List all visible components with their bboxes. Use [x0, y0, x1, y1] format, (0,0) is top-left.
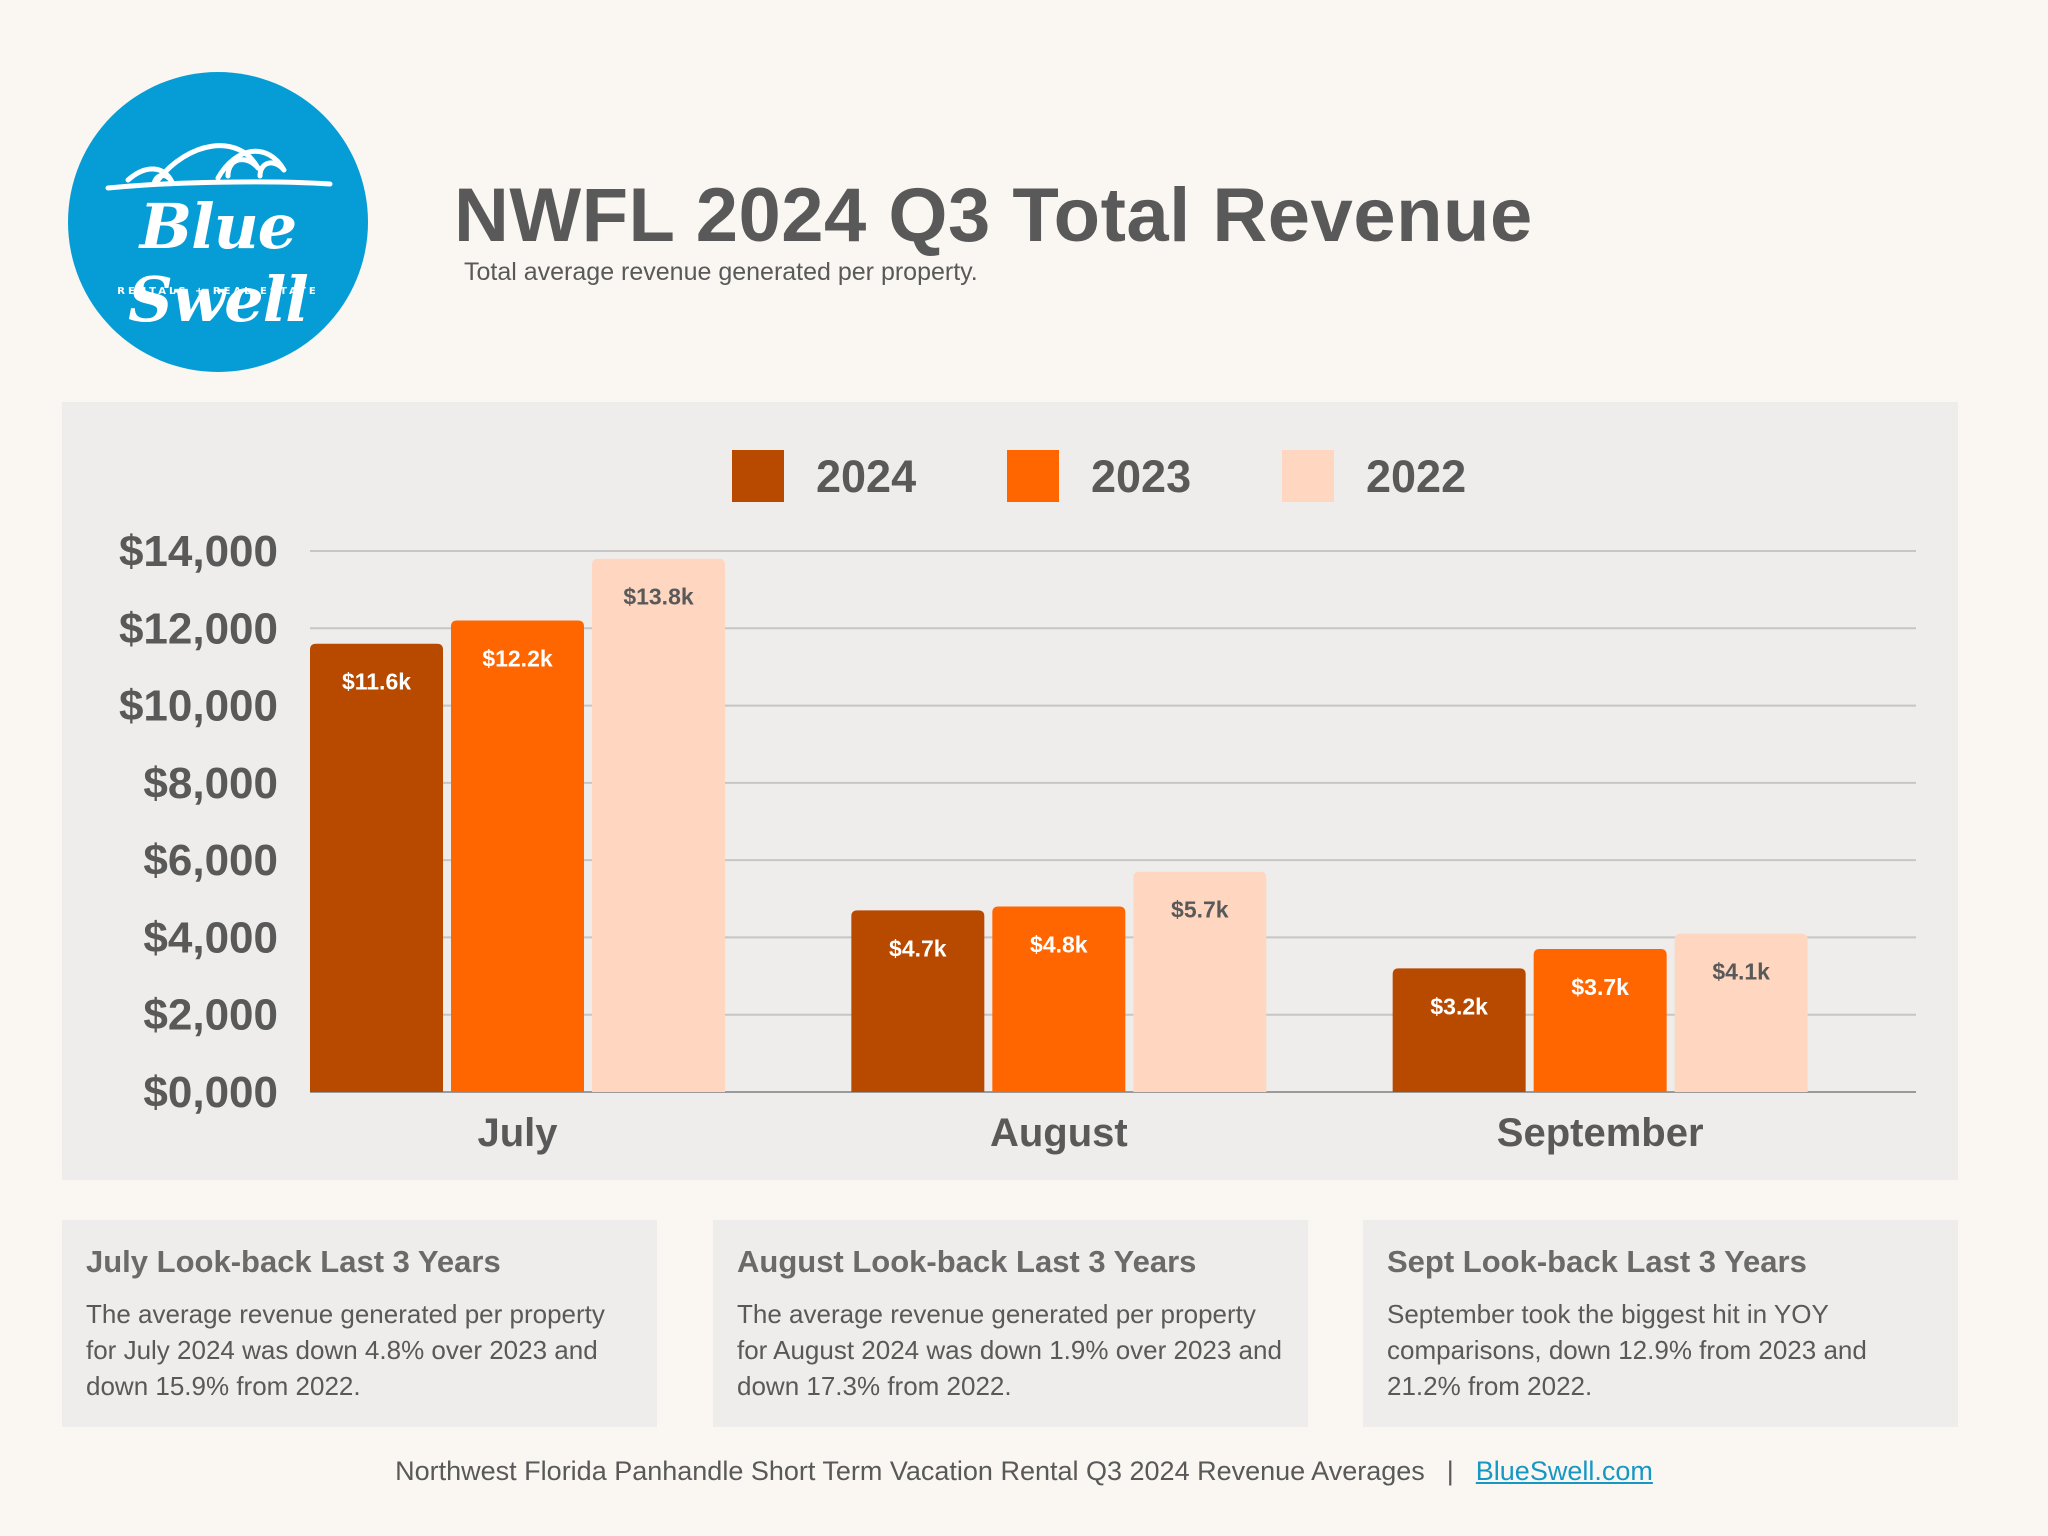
y-tick-label: $2,000: [143, 991, 278, 1040]
bar-august-2023: [992, 906, 1126, 1092]
data-label: $4.8k: [1030, 932, 1088, 958]
x-tick-label: August: [990, 1111, 1128, 1155]
card-july: July Look-back Last 3 Years The average …: [62, 1220, 657, 1427]
page-title: NWFL 2024 Q3 Total Revenue: [454, 173, 1533, 258]
brand-logo: Blue Swell RENTALS + REAL ESTATE: [68, 72, 368, 372]
y-tick-label: $4,000: [143, 913, 278, 962]
legend-label-2024: 2024: [816, 451, 916, 502]
bar-august-2022: [1133, 871, 1267, 1092]
data-label: $5.7k: [1171, 897, 1229, 923]
y-tick-label: $12,000: [119, 604, 278, 653]
data-label: $3.7k: [1571, 974, 1629, 1000]
data-label: $13.8k: [623, 584, 694, 610]
data-label: $4.1k: [1712, 959, 1770, 985]
legend-label-2022: 2022: [1366, 451, 1466, 502]
card-body: September took the biggest hit in YOY co…: [1387, 1299, 1867, 1401]
footer-separator: |: [1446, 1456, 1454, 1486]
y-tick-label: $14,000: [119, 527, 278, 576]
revenue-bar-chart: $0,000 $2,000 $4,000 $6,000 $8,000 $10,000 $12…: [119, 450, 1916, 1155]
card-title: Sept Look-back Last 3 Years: [1387, 1244, 1807, 1279]
card-body: The average revenue generated per proper…: [737, 1299, 1282, 1401]
card-title: August Look-back Last 3 Years: [737, 1244, 1197, 1279]
waves-icon: [105, 143, 333, 191]
bar-july-2022: [592, 558, 725, 1092]
data-label: $3.2k: [1430, 993, 1488, 1019]
data-label: $11.6k: [342, 669, 411, 695]
y-tick-label: $8,000: [143, 759, 278, 808]
data-label: $12.2k: [482, 646, 553, 672]
footer-text: Northwest Florida Panhandle Short Term V…: [395, 1456, 1425, 1486]
brand-name: Blue Swell: [128, 190, 309, 336]
y-tick-label: $10,000: [119, 682, 278, 731]
card-september: Sept Look-back Last 3 Years September to…: [1363, 1220, 1958, 1427]
footer-link[interactable]: BlueSwell.com: [1475, 1456, 1653, 1486]
data-label: $4.7k: [889, 935, 947, 961]
bar-september-2024: [1392, 968, 1526, 1092]
chart-panel: $0,000 $2,000 $4,000 $6,000 $8,000 $10,000 $12…: [62, 402, 1958, 1180]
bar-september-2023: [1533, 949, 1667, 1092]
legend-label-2023: 2023: [1091, 451, 1191, 502]
x-tick-label: September: [1497, 1111, 1704, 1155]
card-body: The average revenue generated per proper…: [86, 1299, 605, 1401]
x-tick-label: July: [477, 1111, 558, 1155]
bar-july-2023: [451, 620, 584, 1092]
y-tick-label: $0,000: [143, 1068, 278, 1117]
legend-swatch-2023: [1007, 450, 1059, 502]
footer: Northwest Florida Panhandle Short Term V…: [0, 1456, 2048, 1487]
card-august: August Look-back Last 3 Years The averag…: [713, 1220, 1308, 1427]
bar-july-2024: [310, 643, 443, 1092]
page-subtitle: Total average revenue generated per prop…: [464, 258, 978, 286]
brand-tagline: RENTALS + REAL ESTATE: [117, 286, 319, 297]
card-title: July Look-back Last 3 Years: [86, 1244, 501, 1279]
legend-swatch-2024: [732, 450, 784, 502]
y-tick-label: $6,000: [143, 836, 278, 885]
bar-september-2022: [1674, 933, 1808, 1092]
legend-swatch-2022: [1282, 450, 1334, 502]
bar-august-2024: [851, 910, 985, 1092]
